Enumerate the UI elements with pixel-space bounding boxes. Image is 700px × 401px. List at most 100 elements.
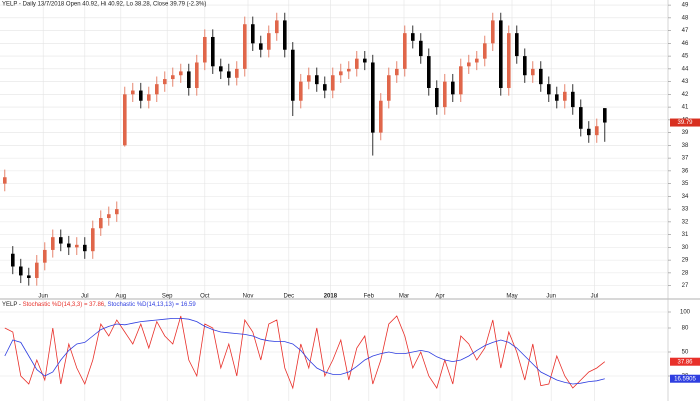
last-price-box <box>670 118 700 127</box>
header-part: = <box>82 302 89 308</box>
candle-body <box>379 100 383 133</box>
candle-body <box>283 20 287 50</box>
x-tick-label: Jul <box>591 294 599 300</box>
y-tick-label: 49 <box>682 3 689 9</box>
y-tick-label: 39 <box>682 130 689 136</box>
x-tick-label: 2018 <box>324 294 338 300</box>
y-tick-label: 43 <box>682 79 689 85</box>
candle-body <box>259 43 263 50</box>
candle-body <box>219 66 223 72</box>
candle-body <box>83 244 87 252</box>
y-tick-label: 45 <box>682 54 689 60</box>
x-tick-label: Mar <box>399 294 409 300</box>
candle-body <box>347 68 351 72</box>
y-tick-label: 31 <box>682 232 689 238</box>
candle-body <box>387 75 391 101</box>
candle-body <box>267 33 271 50</box>
y-tick-label: 29 <box>682 258 689 264</box>
y-tick-label: 50 <box>682 350 689 356</box>
x-tick-label: Nov <box>243 294 254 300</box>
candle-body <box>603 108 607 123</box>
y-tick-label: 46 <box>682 41 689 47</box>
candle-body <box>147 94 151 101</box>
candle-body <box>571 91 575 108</box>
candle-body <box>459 66 463 95</box>
y-tick-label: 27 <box>682 283 689 289</box>
y-tick-label: 32 <box>682 219 689 225</box>
y-tick-label: 47 <box>682 28 689 34</box>
candle-body <box>547 84 551 95</box>
candle-body <box>27 275 31 278</box>
candle-body <box>67 243 71 248</box>
x-tick-label: Jun <box>38 294 48 300</box>
candle-body <box>411 33 415 41</box>
x-tick-label: May <box>506 294 517 300</box>
candle-body <box>403 33 407 69</box>
candle-body <box>419 40 423 57</box>
header-part: 37.86 <box>89 302 105 308</box>
header-part: Stochastic %D(14,3,3) <box>23 302 83 308</box>
candle-body <box>243 24 247 69</box>
candle-body <box>123 94 127 146</box>
y-tick-label: 42 <box>682 92 689 98</box>
candle-body <box>363 58 367 63</box>
indicator-header: YELP - Stochastic %D(14,3,3) = 37.86, St… <box>2 302 196 308</box>
y-tick-label: 44 <box>682 66 689 72</box>
indicator-line <box>4 315 606 390</box>
candle-body <box>395 68 399 76</box>
header-part: YELP - <box>2 302 23 308</box>
candle-body <box>203 36 207 63</box>
y-tick-label: 80 <box>682 326 689 332</box>
candle-body <box>235 68 239 78</box>
y-tick-label: 35 <box>682 181 689 187</box>
candle-body <box>555 94 559 101</box>
candle-body <box>171 75 175 80</box>
candle-body <box>523 56 527 76</box>
y-tick-label: 34 <box>682 194 689 200</box>
candle-body <box>99 218 103 229</box>
candle-body <box>11 253 15 267</box>
candle-body <box>227 71 231 78</box>
candle-body <box>51 237 55 250</box>
candle-body <box>491 20 495 44</box>
candle-body <box>355 58 359 69</box>
candle-body <box>179 71 183 76</box>
candle-body <box>291 49 295 101</box>
candle-body <box>299 81 303 101</box>
candle-body <box>91 228 95 252</box>
candle-body <box>107 214 111 219</box>
candle-body <box>43 249 47 263</box>
x-tick-label: Jun <box>546 294 556 300</box>
candle-body <box>139 90 143 101</box>
header-part: , <box>104 302 107 308</box>
candle-body <box>483 43 487 59</box>
candle-body <box>563 91 567 101</box>
y-tick-label: 100 <box>680 310 691 316</box>
candle-body <box>323 84 327 91</box>
candle-body <box>467 62 471 67</box>
candle-body <box>339 71 343 76</box>
candle-body <box>507 33 511 88</box>
header-part: 16.59 <box>181 302 197 308</box>
candle-body <box>155 84 159 95</box>
candle-body <box>115 209 119 215</box>
candle-body <box>187 71 191 88</box>
x-tick-label: Jul <box>81 294 89 300</box>
last-value-box <box>670 374 700 383</box>
last-value-label: 37.86 <box>677 359 693 365</box>
candle-body <box>75 244 79 248</box>
chart-title: YELP - Daily 13/7/2018 Open 40.92, Hi 40… <box>2 2 206 8</box>
candle-body <box>515 33 519 57</box>
candle-body <box>163 79 167 85</box>
x-tick-label: Apr <box>435 294 444 300</box>
candle-body <box>443 81 447 108</box>
candle-body <box>451 81 455 95</box>
candle-body <box>307 75 311 82</box>
candle-body <box>587 128 591 136</box>
candle-body <box>315 75 319 85</box>
candle-body <box>531 68 535 76</box>
candle-body <box>539 68 543 85</box>
x-tick-label: Dec <box>283 294 294 300</box>
candle-body <box>3 177 7 184</box>
